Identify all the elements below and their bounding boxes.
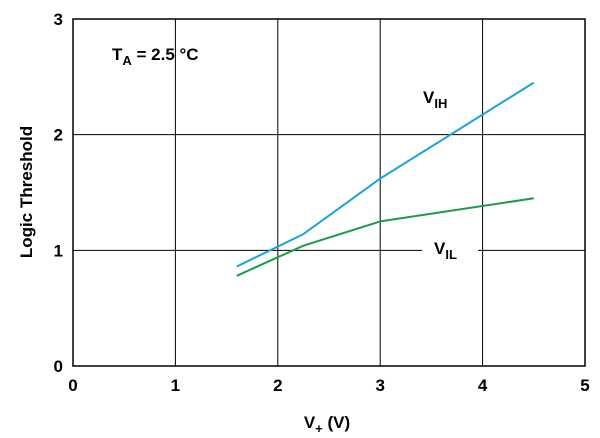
series-layer [236,81,535,277]
svg-text:VIL: VIL [434,239,457,262]
series-label-vil: VIL [422,234,478,262]
series-label-vih: VIH [418,82,464,111]
y-tick-label-3: 3 [54,10,63,29]
svg-text:VIH: VIH [423,88,447,111]
x-axis-label-subscript: + [315,421,323,436]
series-line-vih [236,81,535,268]
x-tick-label-5: 5 [580,376,589,395]
y-axis-label: Logic Threshold [17,126,36,258]
x-tick-label-0: 0 [68,376,77,395]
y-tick-label-1: 1 [54,241,63,260]
plot-frame [72,18,586,367]
x-tick-label-3: 3 [375,376,384,395]
y-tick-label-2: 2 [54,126,63,145]
y-tick-label-0: 0 [54,357,63,376]
tick-labels: 0 1 2 3 4 5 0 1 2 3 [54,10,590,395]
temperature-annotation: TA = 2.5 °C [112,45,199,68]
x-tick-label-2: 2 [273,376,282,395]
x-tick-label-1: 1 [171,376,180,395]
grid-lines [73,19,585,366]
x-tick-label-4: 4 [478,376,488,395]
series-line-vil [236,197,534,277]
x-axis-label: V+ (V) [304,413,350,436]
